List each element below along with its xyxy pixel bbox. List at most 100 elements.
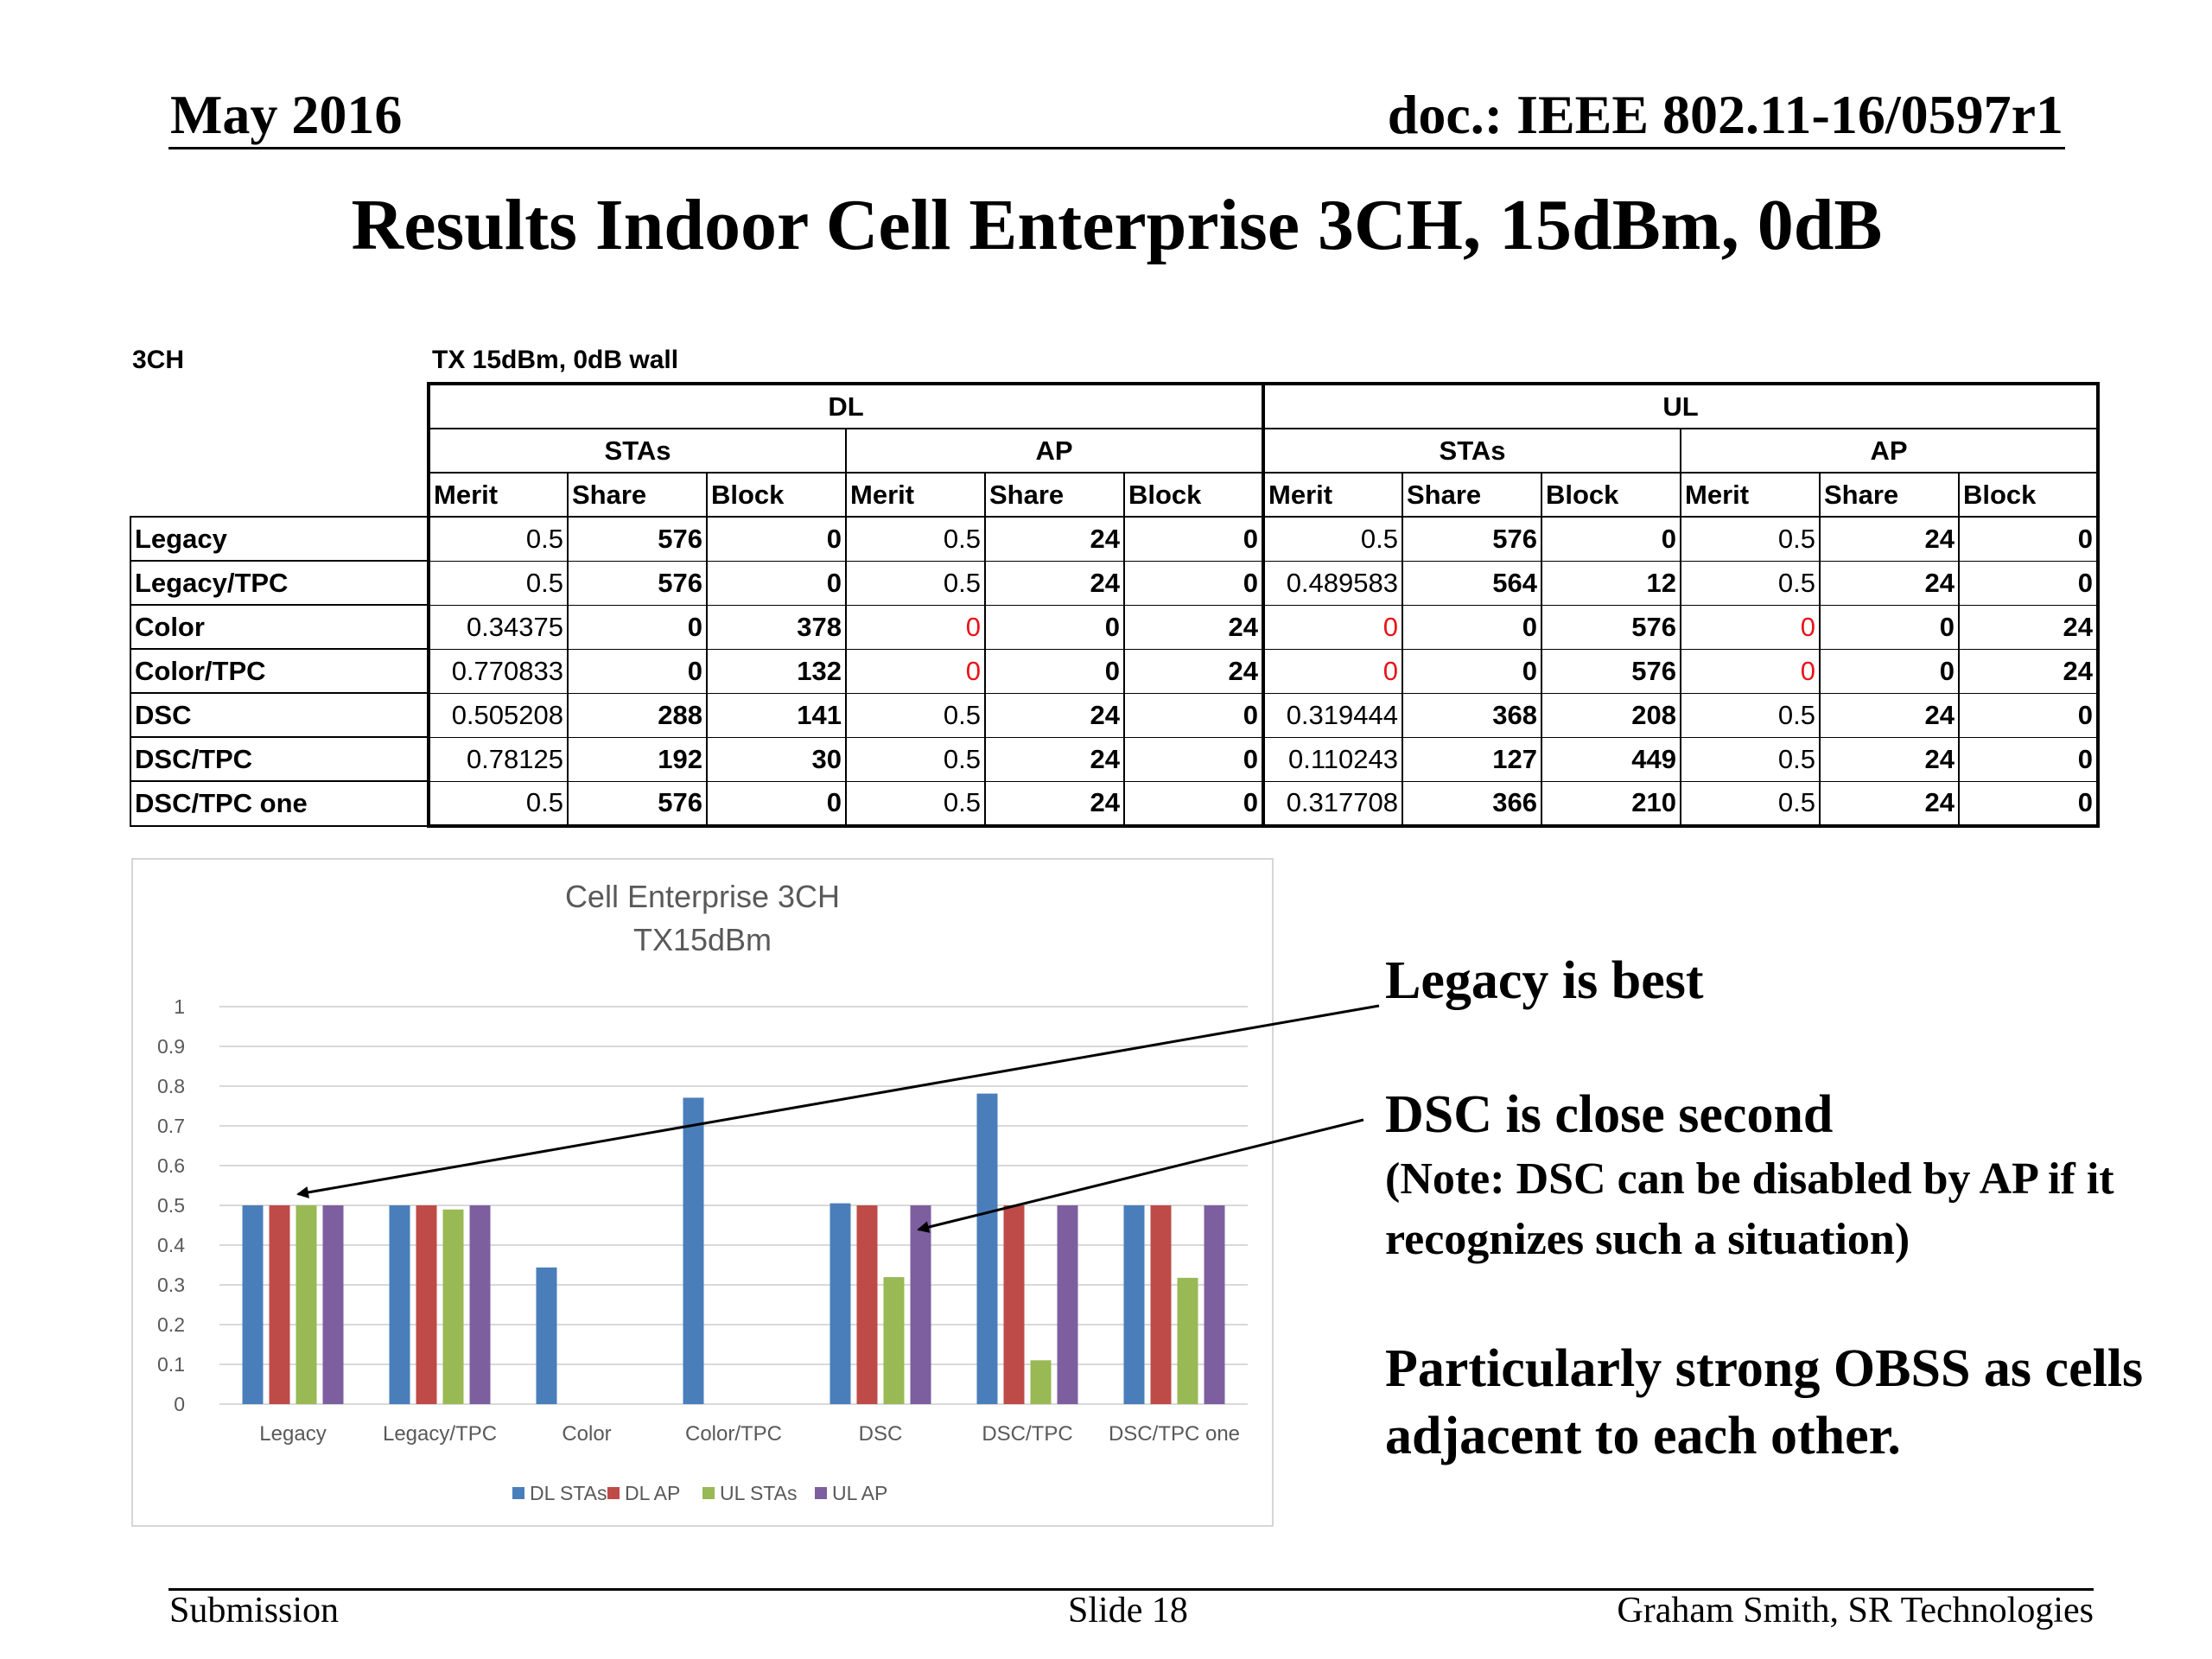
table-cell: 24: [1123, 604, 1265, 650]
x-tick-label: DSC/TPC one: [1109, 1422, 1240, 1446]
callout-legacy-best: Legacy is best: [1385, 951, 1704, 1010]
bar-dl-ap: [856, 1205, 878, 1404]
table-cell: 576: [567, 516, 708, 562]
table-row-label: Legacy: [130, 516, 429, 562]
table-subgroup-ap: AP: [1680, 428, 2100, 474]
table-cell: 0.5: [845, 692, 986, 738]
table-cell: 0: [706, 780, 847, 828]
bar-ul-stas: [296, 1205, 317, 1404]
header-rule: [168, 147, 2065, 149]
y-tick-label: 0.9: [157, 1035, 185, 1058]
y-tick-label: 0.8: [157, 1075, 185, 1097]
table-cell: 0.34375: [427, 604, 569, 650]
bar-dl-ap: [1150, 1205, 1172, 1404]
table-row: DSC/TPC one 0.5 576 0 0.5 24 0 0.317708 366 210 0.…: [130, 780, 2100, 828]
table-cell: 0: [1819, 648, 1960, 694]
bar-dl-stas: [976, 1093, 998, 1404]
table-cell: 0: [1958, 780, 2100, 828]
table-cell: 576: [1541, 604, 1681, 650]
x-tick-label: Legacy/TPC: [383, 1422, 497, 1446]
legend-swatch: [702, 1487, 715, 1499]
table-cell: 0.5: [1680, 736, 1821, 782]
table-row-label: DSC: [130, 692, 429, 738]
table-row: Color 0.34375 0 378 0 0 24 0 0 576 0 0 24: [130, 604, 2100, 650]
table-caption-tx: TX 15dBm, 0dB wall: [432, 346, 679, 374]
table-cell: 0: [1680, 604, 1821, 650]
table-cell: 576: [567, 780, 708, 828]
table-column-share: Share: [1402, 472, 1542, 518]
table-cell: 0.5: [1680, 516, 1821, 562]
table-cell: 0: [845, 604, 986, 650]
table-cell: 141: [706, 692, 847, 738]
table-cell: 24: [1958, 604, 2100, 650]
legend-label: DL STAs: [530, 1482, 607, 1504]
bar-ul-ap: [910, 1205, 931, 1404]
y-tick-label: 0: [174, 1393, 185, 1415]
bar-ul-stas: [1177, 1277, 1198, 1404]
bar-dl-stas: [830, 1203, 851, 1404]
callout-dsc-second: DSC is close second: [1385, 1085, 1834, 1144]
table-cell: 210: [1541, 780, 1681, 828]
table-cell: 0.5: [1680, 780, 1821, 828]
footer-slide-number: Slide 18: [1068, 1591, 1188, 1630]
legend-swatch: [607, 1487, 620, 1499]
table-cell: 192: [567, 736, 708, 782]
bar-chart: Cell Enterprise 3CH TX15dBm 0 0.1 0.2 0.3 0.4 0…: [157, 879, 1248, 1504]
table-cell: 0.5: [845, 780, 986, 828]
table-cell: 24: [1819, 780, 1960, 828]
table-cell: 0: [1958, 560, 2100, 606]
table-cell: 0: [1958, 736, 2100, 782]
table-cell: 288: [567, 692, 708, 738]
table-cell: 0.5: [427, 560, 569, 606]
table-cell: 0: [1123, 560, 1265, 606]
table-column-block: Block: [1123, 472, 1265, 518]
y-tick-label: 1: [174, 995, 185, 1018]
table-cell: 30: [706, 736, 847, 782]
table-column-block: Block: [706, 472, 847, 518]
table-cell: 366: [1402, 780, 1542, 828]
table-cell: 0.770833: [427, 648, 569, 694]
y-tick-label: 0.5: [157, 1194, 185, 1217]
table-cell: 0: [984, 648, 1125, 694]
table-cell: 24: [984, 780, 1125, 828]
header-doc-id: doc.: IEEE 802.11-16/0597r1: [1387, 84, 2063, 145]
table-cell: 24: [1958, 648, 2100, 694]
table-cell: 208: [1541, 692, 1681, 738]
table-cell: 0.505208: [427, 692, 569, 738]
table-group-dl: DL: [427, 382, 1265, 429]
table-column-share: Share: [567, 472, 708, 518]
bar-dl-stas: [536, 1267, 557, 1404]
legend-label: DL AP: [625, 1482, 680, 1504]
y-tick-label: 0.6: [157, 1154, 185, 1177]
table-row-label: DSC/TPC: [130, 736, 429, 782]
y-tick-label: 0.2: [157, 1313, 185, 1336]
x-tick-label: DSC: [859, 1422, 903, 1446]
table-subgroup-stas: STAs: [427, 428, 847, 474]
legend-label: UL STAs: [720, 1482, 797, 1504]
table-cell: 0.5: [845, 516, 986, 562]
table-cell: 0: [1402, 604, 1542, 650]
table-caption-channels: 3CH: [132, 346, 185, 374]
table-cell: 0: [1123, 516, 1265, 562]
table-cell: 0: [706, 560, 847, 606]
legend-label: UL AP: [832, 1482, 887, 1504]
table-cell: 0: [1123, 736, 1265, 782]
footer-submission: Submission: [169, 1591, 340, 1630]
bar-dl-ap: [1003, 1205, 1025, 1404]
y-tick-label: 0.7: [157, 1115, 185, 1137]
bar-ul-ap: [322, 1205, 344, 1404]
table-column-merit: Merit: [1262, 472, 1403, 518]
y-tick-label: 0.4: [157, 1234, 185, 1256]
table-corner: [130, 384, 429, 517]
table-cell: 24: [1123, 648, 1265, 694]
table-cell: 24: [984, 516, 1125, 562]
table-column-merit: Merit: [1680, 472, 1821, 518]
table-row-label: Color: [130, 604, 429, 650]
table-cell: 0.5: [427, 516, 569, 562]
x-tick-label: Legacy: [259, 1422, 326, 1446]
table-cell: 24: [1819, 692, 1960, 738]
bar-dl-stas: [389, 1205, 410, 1404]
bar-ul-stas: [1030, 1360, 1052, 1404]
table-row: Color/TPC 0.770833 0 132 0 0 24 0 0 576 0 0 24: [130, 648, 2100, 694]
